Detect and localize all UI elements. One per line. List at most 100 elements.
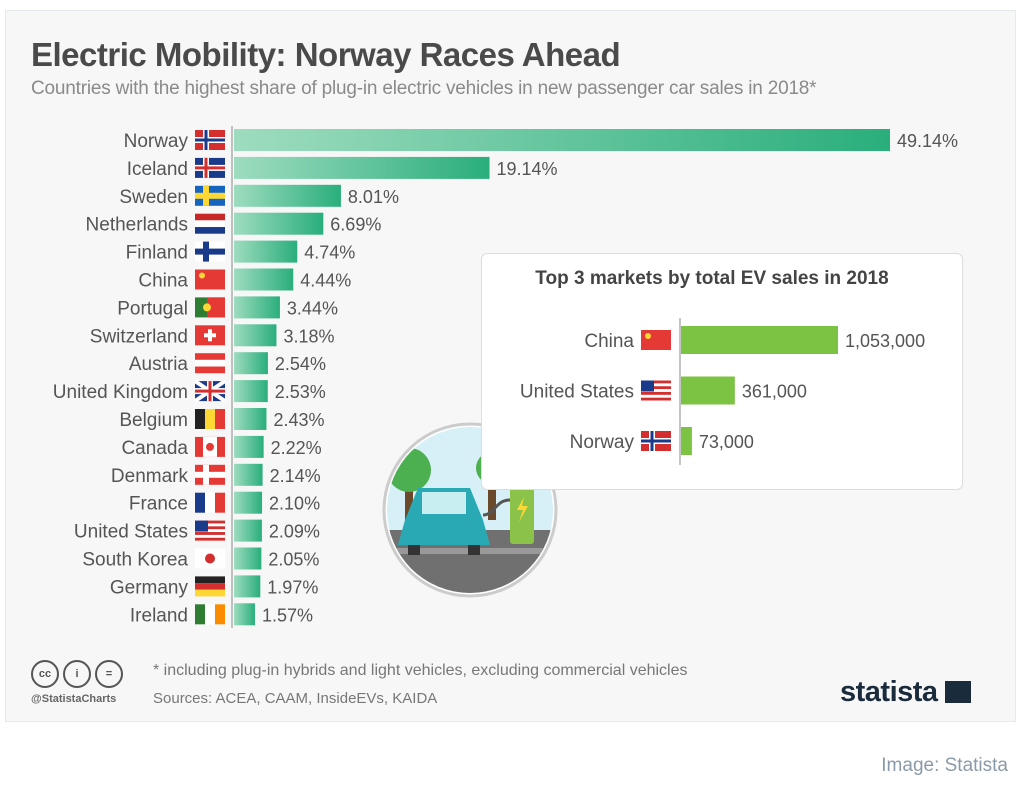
flag-china-icon: [195, 269, 225, 290]
flag-norway-icon: [641, 431, 671, 451]
flag-germany-icon: [195, 576, 225, 597]
bar-row: Portugal 3.44%: [117, 296, 338, 319]
bar: [234, 268, 294, 291]
value-label: 4.74%: [304, 243, 355, 263]
value-label: 361,000: [742, 382, 807, 402]
chart-title: Electric Mobility: Norway Races Ahead: [31, 36, 621, 73]
flag-united-states-icon: [641, 380, 671, 401]
image-credit: Image: Statista: [881, 755, 1008, 776]
bar: [234, 212, 324, 235]
inset-bar-row: Norway 73,000: [570, 427, 754, 455]
flag-sweden-icon: [195, 185, 225, 206]
category-label: Norway: [124, 131, 189, 152]
bar: [234, 519, 262, 542]
bar: [234, 156, 490, 179]
category-label: China: [584, 331, 634, 352]
category-label: United Kingdom: [53, 382, 188, 403]
attribution-icon: i: [63, 660, 91, 688]
bar: [234, 463, 263, 486]
bar: [234, 491, 263, 514]
bar: [234, 296, 280, 319]
inset-bar-row: China 1,053,000: [584, 326, 925, 354]
value-label: 3.44%: [287, 298, 338, 318]
category-label: Belgium: [119, 410, 188, 431]
statista-logo: statista: [840, 676, 972, 709]
flag-china-icon: [641, 330, 671, 350]
category-label: Iceland: [127, 159, 188, 180]
bar-row: Switzerland 3.18%: [90, 324, 334, 347]
chart-subtitle: Countries with the highest share of plug…: [31, 78, 817, 99]
value-label: 4.44%: [300, 271, 351, 291]
bar-row: Denmark 2.14%: [111, 463, 321, 487]
bar: [681, 427, 692, 455]
value-label: 1.57%: [262, 605, 313, 625]
bar-row: China 4.44%: [138, 268, 351, 292]
bar-row: Netherlands 6.69%: [86, 212, 381, 236]
inset-title: Top 3 markets by total EV sales in 2018: [535, 268, 888, 289]
flag-united-states-icon: [195, 520, 225, 541]
flag-finland-icon: [195, 241, 225, 262]
category-label: Austria: [129, 354, 189, 375]
category-label: Finland: [126, 243, 188, 264]
value-label: 3.18%: [283, 326, 334, 346]
category-label: United States: [520, 382, 634, 403]
twitter-handle: @StatistaCharts: [31, 693, 117, 705]
bar: [234, 240, 298, 263]
value-label: 2.43%: [273, 410, 324, 430]
value-label: 2.09%: [269, 522, 320, 542]
value-label: 19.14%: [497, 159, 558, 179]
flag-france-icon: [195, 492, 225, 513]
category-label: Germany: [110, 577, 189, 598]
bar: [234, 603, 255, 626]
bar-row: South Korea 2.05%: [82, 547, 319, 571]
value-label: 2.14%: [270, 466, 321, 486]
bar-row: Canada 2.22%: [121, 435, 322, 459]
bar-row: Ireland 1.57%: [130, 603, 313, 626]
category-label: Sweden: [119, 187, 188, 208]
flag-south-korea-icon: [195, 548, 225, 569]
bar-row: Austria 2.54%: [129, 352, 326, 375]
category-label: Switzerland: [90, 326, 188, 347]
category-label: Canada: [121, 438, 188, 459]
value-label: 1,053,000: [845, 331, 925, 351]
value-label: 6.69%: [330, 215, 381, 235]
category-label: South Korea: [82, 550, 188, 571]
flag-united-kingdom-icon: [193, 379, 227, 403]
bar-row: Finland 4.74%: [126, 240, 355, 264]
category-label: United States: [74, 522, 188, 543]
sources: Sources: ACEA, CAAM, InsideEVs, KAIDA: [153, 690, 438, 707]
bar-row: Sweden 8.01%: [119, 184, 399, 208]
statista-logo-mark-icon: [945, 681, 972, 703]
bar: [234, 435, 264, 458]
flag-portugal-icon: [195, 297, 225, 318]
category-label: Ireland: [130, 605, 188, 626]
category-label: France: [129, 494, 188, 515]
value-label: 1.97%: [267, 577, 318, 597]
value-label: 2.05%: [268, 550, 319, 570]
flag-iceland-icon: [195, 157, 225, 178]
cc-icon: cc: [31, 660, 59, 688]
bar: [681, 376, 735, 405]
value-label: 8.01%: [348, 187, 399, 207]
bar-row: United States 2.09%: [74, 519, 320, 543]
bar: [234, 352, 268, 375]
category-label: Norway: [570, 432, 635, 453]
bar: [681, 326, 838, 354]
bar: [234, 184, 341, 207]
flag-denmark-icon: [195, 464, 225, 485]
flag-canada-icon: [195, 436, 225, 457]
flag-netherlands-icon: [195, 213, 225, 234]
flag-austria-icon: [195, 353, 225, 374]
category-label: Denmark: [111, 466, 189, 487]
category-label: Netherlands: [86, 215, 188, 236]
no-derivatives-icon: =: [95, 660, 123, 688]
flag-belgium-icon: [195, 409, 225, 429]
value-label: 73,000: [699, 432, 754, 452]
value-label: 2.10%: [269, 494, 320, 514]
flag-switzerland-icon: [195, 325, 225, 346]
value-label: 2.54%: [275, 354, 326, 374]
bar-row: Belgium 2.43%: [119, 408, 324, 431]
flag-ireland-icon: [195, 604, 225, 625]
inset-bar-row: United States 361,000: [520, 376, 807, 405]
